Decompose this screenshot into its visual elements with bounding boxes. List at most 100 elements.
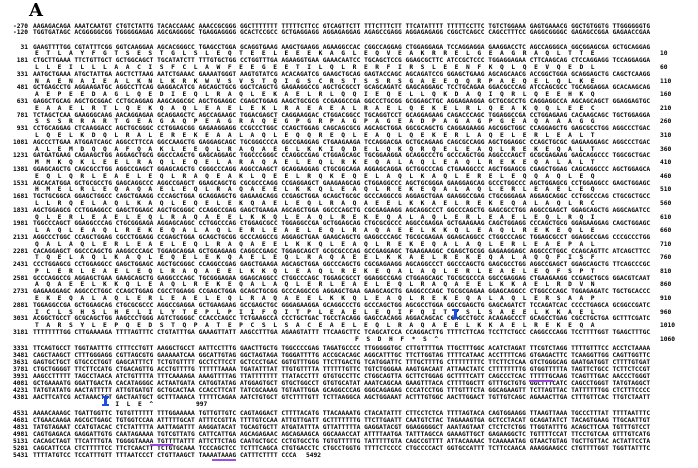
nucleotide-sequence: TATGTATATG AACTATTTTT ATTGTGATGT GCTGCAC… [33,387,651,395]
protein-row: AQAEELKKQLEAQLREKEQALAQLERLEAELEQLRAQAEE… [0,282,698,289]
residue-number: 110 [660,77,672,85]
motif-underline [150,444,173,446]
sequence-row: 3631 GAGTGCTGCT GTGCCCTGGT GAGCATTTCT TCT… [0,359,698,366]
position-number: 1381 [12,165,28,173]
nucleotide-sequence: CTGCTTGAAA TTCTGTTGCT GCTGGCAGCT TGCATAT… [33,57,651,65]
position-number: 3781 [12,365,28,373]
amino-acid-sequence: ICLSHSLHELILYTEPLPIIFQITPLEAELEQIFQITPSL… [35,308,603,316]
sequence-row: 1231 GATGATGAAG CAGAAGCTGG AGGAGCTGCG GGC… [0,153,698,160]
sequence-row: 2431 CCCTGGAGCG CCTGGAGGCC GAGCTGGAGC AGC… [0,261,698,269]
position-number: 3031 [12,315,28,323]
position-number: -120 [12,29,28,37]
nucleotide-sequence: CACAGGAGCT GGCCCAGCTG AAGGCCCAGC TGGAGCA… [33,247,651,255]
residue-number: 1060 [660,335,676,343]
nucleotide-sequence: ACGGCTGCCT GCGCAGCTGG AAGCCCTGGG AGTCTGG… [33,315,651,323]
amino-acid-sequence: EQLQRLEAELEQLRAQEAKLQEELRQKEQELAQLKAQLER… [35,172,603,180]
amino-acid-sequence: TARSYLEPQEDSTQPATEPCSLSACEAELEQLRAQAEELK… [35,322,603,330]
sequence-row: 781 TCTAGCTCAA GAAGGGCAAG AACAGGAGAA GCAG… [0,111,698,120]
residue-number: 510 [660,186,672,194]
sequence-row: 931 CCTGCAGGAG CTCAAGGACC AGCTGCGGGC CCTG… [0,125,698,133]
sequence-row: 5131 CACAGCTAGT TTCATTTGTA TGGGGTAAAA TGT… [0,438,698,445]
amino-acid-sequence: TQELAQLKAQLEQELEKQAELEQLRAQAEELKKAELREKE… [35,254,603,262]
nucleotide-sequence: GATGATGAAG CAGAAGCTGG AGGAGCTGCG GGCCCAG… [33,152,651,160]
nucleotide-sequence: AAGCCTTTTT TAGCCTAACA ATCTGTTTTA TTTCAAA… [33,372,651,380]
position-number: 2731 [12,288,28,296]
amino-acid-sequence: QLERLEAELEQLRAQAEELKKQLEAQLREKEQALAQLERL… [35,213,603,221]
amino-acid-sequence: LQELKDQLRALEREKEAALAQLEQQREQLEAQLQEKERLA… [35,131,603,139]
position-number: 5431 [12,452,28,460]
protein-row: TQELAQLKAQLEQELEKQAELEQLRAQAEELKKAELREKE… [0,254,698,262]
position-number: 481 [16,84,28,92]
sequence-row: 2881 TGGAGGCCGA GCTGGAGCAG CTGCGCGCCC AGG… [0,301,698,310]
amino-acid-sequence: EKEQALAQLERLEAELEQLRAQAEELKKQLEAQLREKEQA… [35,295,603,303]
position-number: 5131 [12,437,28,445]
protein-row: EQLQRLEAELEQLRAQEAKLQEELRQKEQELAQLKAQLER… [0,172,698,181]
residue-number: 910 [660,295,672,303]
nucleotide-sequence: CTGCTGGGGT TTCTTCCATG CTGACAGTTG ACCTGTT… [33,365,651,373]
nucleotide-sequence: CTGAACAAGA AGCGCTGAGC TGTGGTCCAA ATTTTTG… [33,416,651,424]
position-number: 4681 [12,416,28,424]
nucleotide-sequence: GAGGCTGCAG AGCTGCGGAC CCTGCAGGAG AAGCAGG… [33,97,651,105]
sequence-row: 4681 CTGAACAAGA AGCGCTGAGC TGTGGTCCAA ATT… [0,417,698,424]
protein-row: TARSYLEPQEDSTQPATEPCSLSACEAELEQLRAQAEELK… [0,322,698,330]
motif-underline [212,459,236,461]
sequence-row: -270 AAGAGACAGA AAATCAATGT CTGTCTATTG TAC… [0,23,698,31]
sequence-row: 3481 CAGCTAAGCT CTTTGGGAGG CGTTAGCGTG GAA… [0,352,698,359]
downstream-sequence: 3331 TTCAGTGCCT TGGTAATTTG CTTTCCTGTT AAG… [0,345,698,409]
nucleotide-sequence: GCTGAGCCTG AGGAAGATGC AGGCCTTCAG GAGGACA… [33,84,651,92]
position-number: 2881 [12,301,28,309]
amino-acid-sequence: SSSRRARTGEAGAQPEAGRAQEGPGRPAGPAGEADPAGAG… [35,118,603,126]
protein-row: AEPEEDAGLQEDIEQLRAQLEKAELRLQQIEQELLQKDAQ… [0,91,698,99]
amino-acid-sequence: AEPEEDAGLQEDIEQLRAQLEKAELRLQQIEQELLQKDAQ… [35,91,603,99]
position-number: 1981 [12,220,28,228]
nucleotide-sequence: GAAGTTTTGG CGTATTTCGG GGTCAAGGAA AGCACGG… [33,43,651,51]
residue-number: 460 [660,172,672,180]
stop-protein-row: IILE^ 997 [0,401,698,408]
sequence-row: 4981 CAGTGAGACA GAGGATTGTG CAATAGAAAA TGT… [0,431,698,438]
nucleotide-sequence: GCCCAGGCCG AGGAGCTGAA GAAGCAGCTG GAGGCCC… [33,274,651,282]
position-number: 4531 [12,409,28,417]
position-number: 4981 [12,430,28,438]
residue-number: 610 [660,213,672,221]
amino-acid-sequence: MMKQKLEELRAQLEQELARAQAELEQLRKEQALAQLEAQL… [35,159,603,167]
nucleotide-sequence: GAGAAGGAGC AGGCCCTGGC CCAGCTGGAG CGCCTGG… [33,288,651,296]
amino-acid-sequence: EAAELRTLQEKQAQLEAELEKLRAEAEALRAELQEKELRL… [35,104,603,112]
protein-row: QLERLEAELEQLRAQAEELKKQLEAQLREKEQALAQLERL… [0,213,698,222]
sequence-row: 1531 AGCACATGGA GCTGCGCCTG GAGCAGGCCC AGG… [0,179,698,188]
coding-sequence: 31 GAAGTTTTGG CGTATTTCGG GGTCAAGGAA AGCAC… [0,43,698,344]
residue-number: 410 [660,159,672,167]
protein-row: FSDHF*S^ 1060 [0,335,698,344]
amino-acid-sequence: ALEMDQQAFQAKLEEQLRAQAEELKKIQDELQKQRQELEA… [35,145,603,153]
amino-acid-sequence: ETLAYFGTSESTGLSLEQTEELEEEKAGLEQVEAKRRELG… [35,50,603,58]
tail-sequence: 4531 AAAACAAAGC TGATTGGTTC TGTGTTTTTT TTT… [0,410,698,460]
amino-acid-sequence: LLEILLLAACISFCLAWFEEGEETILQLRERFIRSLEENF… [35,63,603,71]
protein-row: HMELRLEQAQAELEQLRAQAEELKKQLEAQLREKEQALAQ… [0,187,698,194]
protein-row: QALAQLERLEAELEQLRAQAEELKKQLEAQLREKEQALAQ… [0,241,698,249]
nucleotide-sequence: TGGTGATAGC ACGGGGGCGG TGGGGGAGAG AGCGAGG… [33,29,651,37]
position-number: 2131 [12,233,28,241]
position-number: 1531 [12,179,28,187]
position-number: 781 [16,111,28,119]
protein-row: MMKQKLEELRAQLEQELARAQAELEQLRKEQALAQLEAQL… [0,159,698,167]
sequence-row: 4531 AAAACAAAGC TGATTGGTTC TGTGTTTTTT TTT… [0,410,698,417]
residue-number: 160 [660,91,672,99]
nucleotide-sequence: TGGCCCAGCT GGAGGCCCAG CTGCGGGAGA AGGAGCA… [33,220,651,228]
text-cursor-marker [102,396,109,406]
sequence-row: 3931 AAGCCTTTTT TAGCCTAACA ATCTGTTTTA TTT… [0,373,698,380]
residue-number: 60 [660,63,668,71]
nucleotide-sequence: TATGTAGAAT CCATGTACAC CTCTATTTTA AATTAGA… [33,423,651,431]
residue-number: 1010 [660,322,676,330]
position-number: 4831 [12,423,28,431]
position-number: 4081 [12,379,28,387]
protein-row: ICLSHSLHELILYTEPLPIIFQITPLEAELEQIFQITPSL… [0,308,698,317]
position-number: 3631 [12,358,28,366]
sequence-row: 631 GAGGCTGCAG AGCTGCGGAC CCTGCAGGAG AAGC… [0,97,698,106]
sequence-row: 3181 TTTTTTTTGG CTTGAAAAGA TTTTAGTTTC CTG… [0,329,698,337]
nucleotide-sequence: CAGTGAGACA GAGGATTGTG CAATAGAAAA TGTCGTT… [33,430,651,438]
position-number: 1681 [12,193,28,201]
sequence-row: 3331 TTCAGTGCCT TGGTAATTTG CTTTCCTGTT AAG… [0,345,698,352]
sequence-row: 1381 GGAGCAGCTG CAGCGCCTGG AGGCCGAGCT GGA… [0,165,698,174]
motif-underline [529,380,553,382]
residue-number: 997 [196,401,208,409]
residue-number: 860 [660,281,672,289]
